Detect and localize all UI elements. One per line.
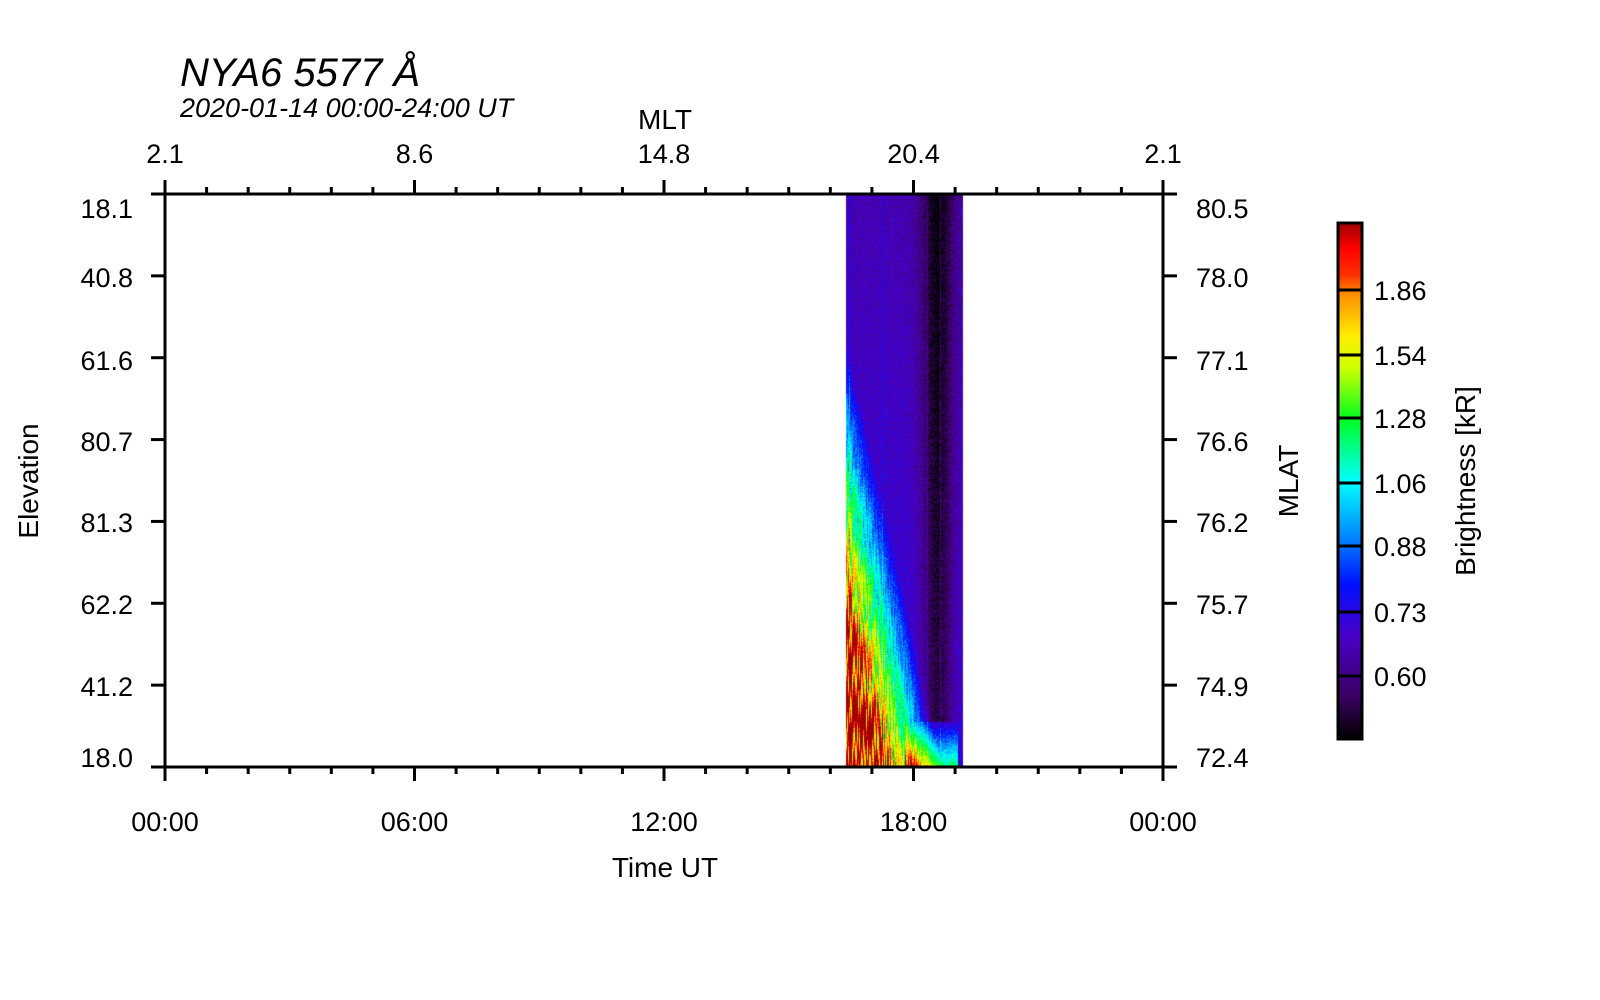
colorbar-tick-label: 1.06 [1374, 469, 1427, 499]
y2-tick-label: 76.2 [1196, 508, 1249, 538]
x-axis-label: Time UT [612, 852, 718, 883]
y2-tick-label: 76.6 [1196, 427, 1249, 457]
x2-tick-label: 2.1 [146, 139, 184, 169]
colorbar-tick-label: 1.28 [1374, 404, 1427, 434]
y2-axis-label: MLAT [1273, 445, 1304, 518]
colorbar-tick-label: 1.86 [1374, 276, 1427, 306]
chart-title: NYA6 5577 Å [180, 50, 420, 95]
x-tick-label: 12:00 [630, 807, 698, 837]
y-axis-label: Elevation [13, 423, 44, 538]
y2-tick-label: 77.1 [1196, 346, 1249, 376]
y-tick-label: 81.3 [80, 508, 133, 538]
x2-tick-label: 20.4 [887, 139, 940, 169]
x2-axis-label: MLT [638, 104, 692, 135]
y-tick-label: 41.2 [80, 672, 133, 702]
y2-tick-label: 80.5 [1196, 194, 1249, 224]
y-tick-label: 80.7 [80, 427, 133, 457]
x2-tick-label: 14.8 [638, 139, 691, 169]
x2-tick-label: 2.1 [1144, 139, 1182, 169]
y2-tick-label: 72.4 [1196, 743, 1249, 773]
y-tick-label: 62.2 [80, 590, 133, 620]
chart-subtitle: 2020-01-14 00:00-24:00 UT [179, 93, 516, 123]
colorbar-tick-label: 1.54 [1374, 341, 1427, 371]
plot-frame [163, 192, 1165, 769]
y-tick-label: 40.8 [80, 263, 133, 293]
colorbar-label: Brightness [kR] [1450, 386, 1481, 576]
y2-tick-label: 74.9 [1196, 672, 1249, 702]
x-tick-label: 00:00 [131, 807, 199, 837]
colorbar-tick-label: 0.88 [1374, 532, 1427, 562]
colorbar-tick-label: 0.73 [1374, 598, 1427, 628]
y-tick-label: 61.6 [80, 346, 133, 376]
colorbar-tick-label: 0.60 [1374, 662, 1427, 692]
colorbar [1336, 221, 1364, 741]
y2-tick-label: 78.0 [1196, 263, 1249, 293]
x2-tick-label: 8.6 [396, 139, 434, 169]
y-tick-label: 18.0 [80, 743, 133, 773]
x-tick-label: 06:00 [381, 807, 449, 837]
x-tick-label: 18:00 [880, 807, 948, 837]
y-tick-label: 18.1 [80, 194, 133, 224]
y2-tick-label: 75.7 [1196, 590, 1249, 620]
x-tick-label: 00:00 [1129, 807, 1197, 837]
